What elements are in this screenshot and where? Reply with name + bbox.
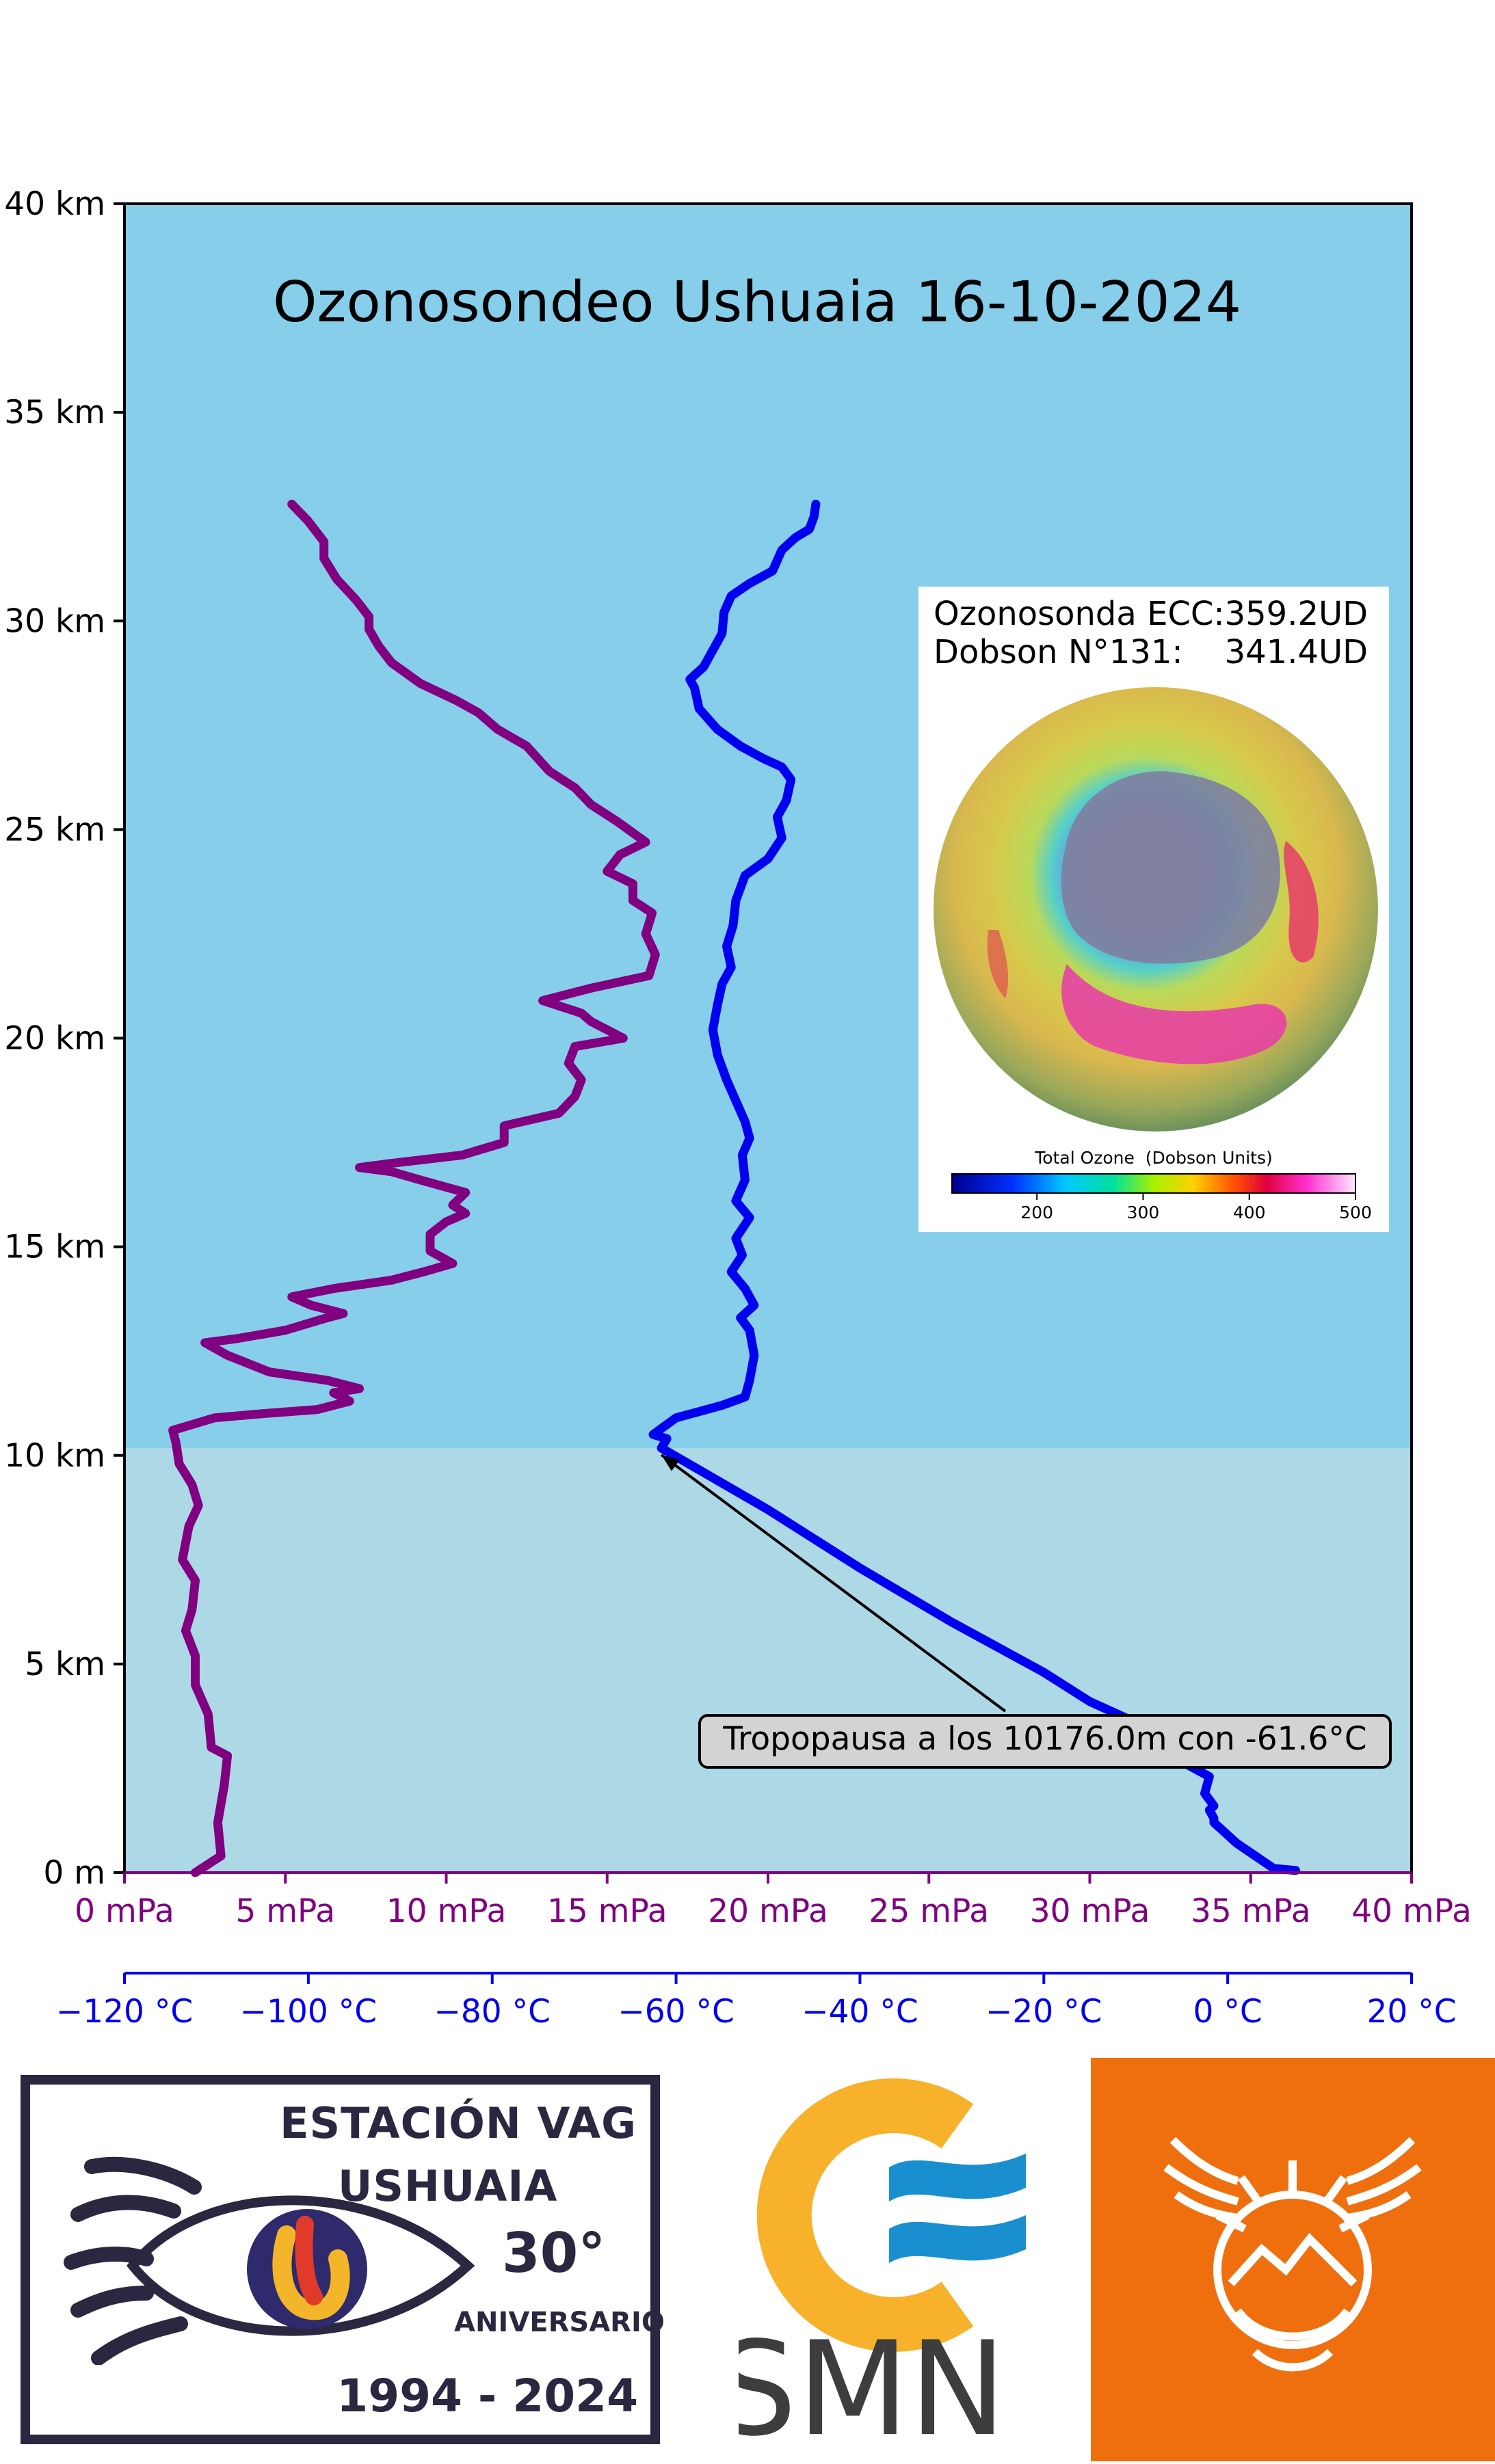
colorbar-label: Total Ozone (Dobson Units) (1034, 1148, 1273, 1168)
colorbar (951, 1173, 1356, 1194)
province-emblem (1163, 2137, 1422, 2372)
smn-wave-bottom (889, 2215, 1026, 2263)
emblem-wing-left (1163, 2137, 1242, 2223)
vag-years: 1994 - 2024 (336, 2370, 638, 2422)
emblem-sun-rays (1215, 2160, 1370, 2233)
temperature-tick-label: −40 °C (802, 1993, 918, 2031)
y-axis: 0 m 5 km 10 km 15 km 20 km 25 km 30 km 35 km 40 … (4, 185, 124, 1892)
temperature-tick-label: 20 °C (1366, 1993, 1456, 2031)
emblem-mountains (1228, 2232, 1358, 2287)
eye-pupil-red (295, 2216, 323, 2305)
eye-pupil-yellow (272, 2225, 350, 2320)
ozone-high-band (1061, 964, 1287, 1064)
inset-dobson-value: Dobson N°131: 341.4UD (934, 633, 1368, 671)
colorbar-tick-label: 500 (1339, 1203, 1372, 1222)
ozone-profile-line (168, 499, 660, 1877)
annotation-box (698, 1714, 1392, 1769)
ozonesonde-chart: Ozonosondeo Ushuaia 16-10-2024 Tropopaus… (4, 185, 1472, 2031)
smn-logo: SMN (715, 2078, 1060, 2464)
emblem-base (1234, 2308, 1351, 2372)
ozone-tick-label: 30 mPa (1030, 1892, 1150, 1930)
emblem-wing-right (1343, 2137, 1422, 2223)
troposphere-region (124, 1448, 1412, 1873)
ozone-tick-label: 20 mPa (708, 1892, 828, 1930)
ozone-tick-label: 35 mPa (1191, 1892, 1311, 1930)
y-tick-label: 10 km (4, 1437, 105, 1475)
antarctica-shape (1061, 771, 1280, 964)
ozone-tick-label: 25 mPa (869, 1892, 989, 1930)
province-emblem-logo (1091, 2058, 1495, 2461)
y-tick-label: 30 km (4, 602, 105, 640)
temperature-tick-label: −100 °C (240, 1993, 377, 2031)
colorbar-tick-label: 400 (1233, 1203, 1266, 1222)
emblem-circle (1213, 2191, 1372, 2349)
eye-outline (127, 2195, 475, 2336)
colorbar-ticks: 200 300 400 500 (1020, 1193, 1372, 1222)
ozone-high-band-right (1284, 841, 1319, 963)
vag-title-line1: ESTACIÓN VAG (280, 2098, 637, 2148)
smn-ring (756, 2078, 974, 2352)
temperature-tick-label: −20 °C (985, 1993, 1102, 2031)
y-tick-label: 5 km (25, 1646, 105, 1683)
x-axis-temperature: −120 °C −100 °C −80 °C −60 °C −40 °C −20 °C 0 … (56, 1972, 1457, 2031)
y-tick-label: 35 km (4, 394, 105, 431)
temperature-tick-label: −120 °C (56, 1993, 193, 2031)
annotation-arrow (660, 1454, 1007, 1713)
ozone-tick-label: 5 mPa (235, 1892, 335, 1930)
temperature-tick-label: −80 °C (434, 1993, 550, 2031)
y-tick-label: 20 km (4, 1020, 105, 1058)
colorbar-tick-label: 300 (1127, 1203, 1160, 1222)
smn-wave-top (889, 2154, 1026, 2201)
ozone-high-band-left (987, 930, 1009, 998)
smn-emblem: SMN (715, 2078, 1026, 2464)
eye-emblem (64, 2156, 475, 2365)
annotation-arrowhead (661, 1455, 680, 1471)
ozone-tick-label: 0 mPa (75, 1892, 174, 1930)
temperature-tick-label: 0 °C (1193, 1993, 1262, 2031)
total-ozone-inset: Ozonosonda ECC:359.2UD Dobson N°131: 341… (918, 587, 1389, 1232)
vag-anniversary-number: 30° (502, 2221, 606, 2285)
vag-title-line2: USHUAIA (338, 2161, 558, 2211)
axes: 0 m 5 km 10 km 15 km 20 km 25 km 30 km 35 km 40 … (4, 185, 1472, 2031)
tropopause-annotation: Tropopausa a los 10176.0m con -61.6°C (660, 1454, 1392, 1769)
temperature-tick-label: −60 °C (618, 1993, 734, 2031)
ozone-tick-label: 40 mPa (1351, 1892, 1472, 1930)
smn-wordmark: SMN (739, 2314, 1006, 2448)
eye-lashes (64, 2156, 202, 2365)
colorbar-tick-label: 200 (1020, 1203, 1053, 1222)
x-axis-ozone: 0 mPa 5 mPa 10 mPa 15 mPa 20 mPa 25 mPa 30 mPa… (75, 1871, 1472, 1930)
inset-ozonosonda-value: Ozonosonda ECC:359.2UD (934, 595, 1368, 633)
y-tick-label: 40 km (4, 185, 105, 223)
vag-station-logo: ESTACIÓN VAG USHUAIA 30° ANIVERSARIO 199… (21, 2075, 665, 2444)
vag-anniversary-label: ANIVERSARIO (454, 2307, 665, 2338)
y-tick-label: 15 km (4, 1229, 105, 1266)
y-tick-label: 0 m (43, 1854, 105, 1892)
ozone-tick-label: 10 mPa (386, 1892, 507, 1930)
ozone-tick-label: 15 mPa (547, 1892, 667, 1930)
chart-title: Ozonosondeo Ushuaia 16-10-2024 (273, 270, 1241, 335)
annotation-text: Tropopausa a los 10176.0m con -61.6°C (722, 1720, 1366, 1758)
y-tick-label: 25 km (4, 811, 105, 848)
